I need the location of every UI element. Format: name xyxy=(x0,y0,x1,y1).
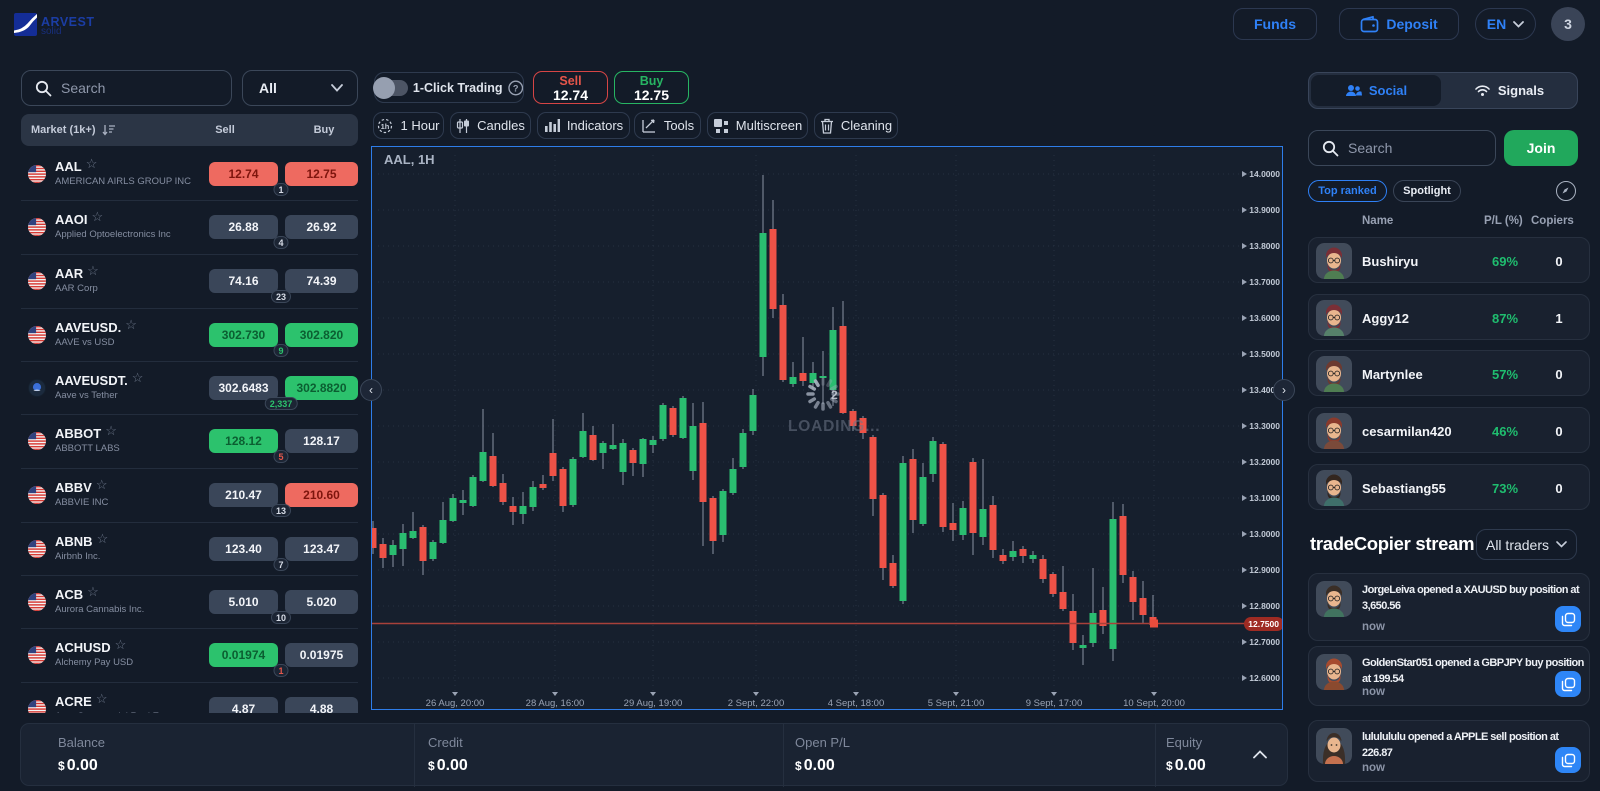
svg-text:10 Sept, 20:00: 10 Sept, 20:00 xyxy=(1123,698,1185,709)
svg-text:12.6000: 12.6000 xyxy=(1249,673,1280,683)
svg-text:?: ? xyxy=(512,83,518,93)
svg-text:13.0000: 13.0000 xyxy=(1249,529,1280,539)
svg-text:13.5000: 13.5000 xyxy=(1249,349,1280,359)
svg-text:13.7000: 13.7000 xyxy=(1249,277,1280,287)
svg-text:13.3000: 13.3000 xyxy=(1249,421,1280,431)
svg-text:13.1000: 13.1000 xyxy=(1249,493,1280,503)
svg-text:13.4000: 13.4000 xyxy=(1249,385,1280,395)
svg-text:13.8000: 13.8000 xyxy=(1249,241,1280,251)
svg-text:2: 2 xyxy=(831,388,838,402)
svg-text:12.7500: 12.7500 xyxy=(1248,619,1279,629)
svg-text:13.6000: 13.6000 xyxy=(1249,313,1280,323)
svg-text:14.0000: 14.0000 xyxy=(1249,169,1280,179)
svg-text:12.9000: 12.9000 xyxy=(1249,565,1280,575)
svg-text:9 Sept, 17:00: 9 Sept, 17:00 xyxy=(1026,698,1083,709)
svg-text:12.8000: 12.8000 xyxy=(1249,601,1280,611)
svg-text:1h: 1h xyxy=(381,122,390,131)
svg-text:LOADING...: LOADING... xyxy=(788,418,880,435)
svg-text:28 Aug, 16:00: 28 Aug, 16:00 xyxy=(526,698,585,709)
svg-text:29 Aug, 19:00: 29 Aug, 19:00 xyxy=(624,698,683,709)
svg-text:13.9000: 13.9000 xyxy=(1249,205,1280,215)
svg-text:2 Sept, 22:00: 2 Sept, 22:00 xyxy=(728,698,785,709)
svg-text:26 Aug, 20:00: 26 Aug, 20:00 xyxy=(426,698,485,709)
svg-text:12.7000: 12.7000 xyxy=(1249,637,1280,647)
svg-text:4 Sept, 18:00: 4 Sept, 18:00 xyxy=(828,698,885,709)
svg-text:13.2000: 13.2000 xyxy=(1249,457,1280,467)
svg-text:5 Sept, 21:00: 5 Sept, 21:00 xyxy=(928,698,985,709)
